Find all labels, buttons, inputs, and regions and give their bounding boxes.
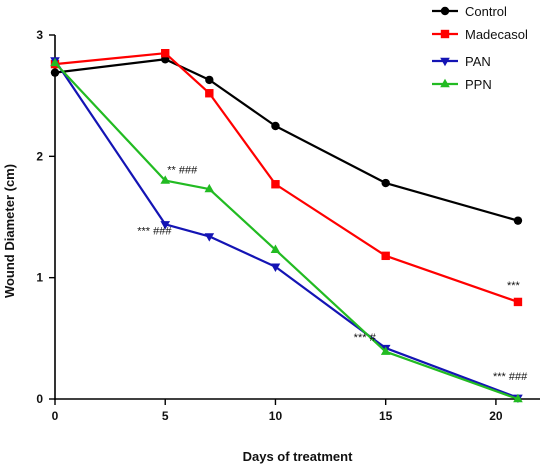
data-point-ppn (204, 183, 215, 193)
legend-label-ppn: PPN (465, 77, 492, 92)
y-tick-label: 1 (36, 271, 43, 285)
y-tick-label: 0 (36, 392, 43, 406)
significance-annotation: ** ### (167, 165, 198, 177)
significance-annotation: *** ### (493, 371, 528, 383)
axes: 0 5 10 15 20 0 1 2 3 (36, 28, 540, 423)
data-point-madecasol (381, 251, 390, 261)
series-control (50, 55, 523, 225)
legend: Control Madecasol PAN PPN (432, 4, 528, 92)
x-tick-label: 5 (162, 409, 169, 423)
data-point-madecasol (161, 49, 170, 58)
series-layer (50, 49, 523, 403)
series-line-pan (54, 59, 519, 399)
x-tick-label: 15 (379, 409, 393, 423)
data-point-madecasol (205, 89, 214, 98)
data-point-ppn (513, 393, 523, 403)
data-point-control (271, 121, 280, 131)
y-tick-label: 3 (36, 28, 43, 42)
data-point-control (381, 178, 390, 188)
data-point-control (205, 75, 214, 85)
legend-marker-ppn (440, 78, 450, 88)
series-line-ppn (54, 62, 519, 401)
x-tick-label: 20 (489, 409, 503, 423)
data-point-madecasol (271, 180, 280, 189)
data-point-control (513, 216, 523, 225)
legend-marker-madecasol (440, 29, 450, 39)
series-line-madecasol (54, 52, 519, 303)
data-point-ppn (50, 57, 60, 67)
data-point-pan (160, 221, 171, 230)
y-tick-label: 2 (36, 149, 43, 163)
annotations: ** ### *** ### *** *** # *** ### (137, 165, 528, 383)
legend-label-control: Control (465, 4, 507, 19)
x-axis-title: Days of treatment (243, 449, 353, 464)
legend-marker-pan (440, 57, 450, 67)
legend-item-control: Control (432, 4, 507, 19)
significance-annotation: *** # (354, 332, 377, 344)
significance-annotation: *** (507, 280, 521, 292)
data-point-ppn (380, 346, 391, 355)
legend-item-madecasol: Madecasol (432, 27, 528, 42)
series-ppn (50, 57, 523, 403)
legend-label-pan: PAN (465, 54, 491, 69)
legend-item-pan: PAN (432, 54, 491, 69)
data-point-pan (204, 233, 215, 242)
data-point-ppn (160, 175, 171, 184)
series-madecasol (50, 49, 523, 307)
significance-annotation: *** ### (137, 225, 172, 237)
data-point-madecasol (513, 297, 523, 307)
legend-item-ppn: PPN (432, 77, 492, 92)
legend-label-madecasol: Madecasol (465, 27, 528, 42)
series-pan (50, 57, 523, 403)
y-axis-title: Wound Diameter (cm) (2, 164, 17, 298)
series-line-control (54, 58, 519, 222)
data-point-pan (270, 263, 281, 272)
x-tick-label: 10 (269, 409, 283, 423)
x-tick-label: 0 (52, 409, 59, 423)
legend-marker-control (440, 6, 450, 16)
data-point-ppn (270, 244, 281, 253)
data-point-control (50, 68, 60, 77)
